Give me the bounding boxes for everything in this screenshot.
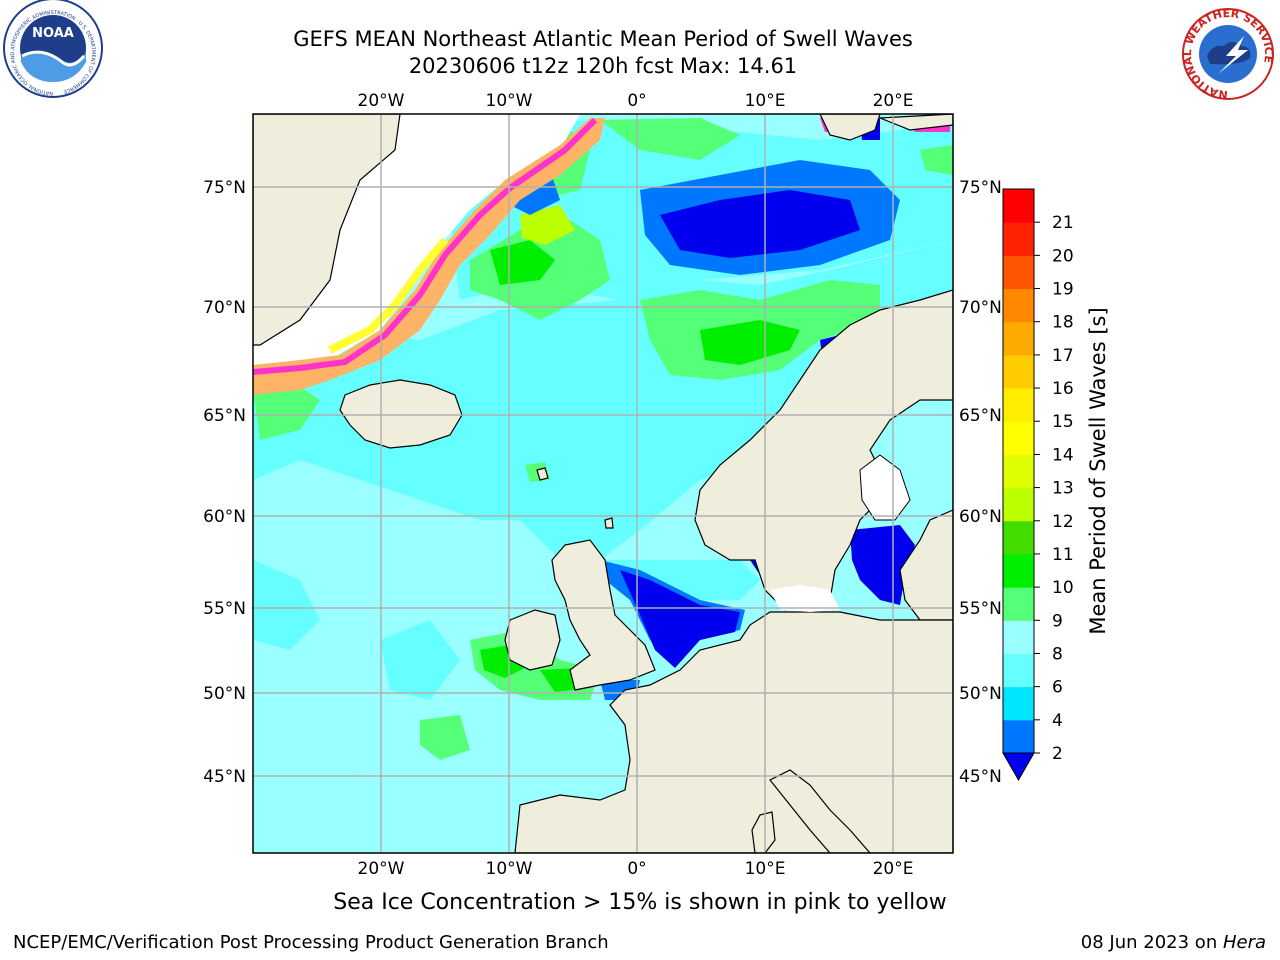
lat-label: 70°N bbox=[203, 298, 246, 318]
colorbar-segment bbox=[1003, 222, 1034, 256]
map-area bbox=[253, 114, 953, 853]
lat-label: 50°N bbox=[203, 684, 246, 704]
lat-label: 45°N bbox=[959, 767, 1002, 787]
colorbar-tick-label: 6 bbox=[1052, 678, 1063, 698]
map-frame bbox=[252, 113, 954, 854]
svalbard bbox=[819, 114, 881, 141]
colorbar-tick-label: 16 bbox=[1052, 379, 1074, 399]
lat-label: 75°N bbox=[959, 178, 1002, 198]
colorbar-segment bbox=[1003, 587, 1034, 621]
colorbar-segment bbox=[1003, 255, 1034, 290]
noaa-logo: NOAA NATIONAL OCEANIC AND ATMOSPHERIC AD… bbox=[3, 0, 103, 98]
lon-label-top: 0° bbox=[627, 91, 646, 111]
colorbar-segment bbox=[1003, 719, 1034, 754]
lat-label: 70°N bbox=[959, 298, 1002, 318]
colorbar-segment bbox=[1003, 354, 1034, 389]
nws-logo: NATIONAL WEATHER SERVICE bbox=[1181, 7, 1275, 101]
iceland bbox=[339, 379, 463, 449]
lat-label: 65°N bbox=[203, 406, 246, 426]
lat-label: 60°N bbox=[203, 507, 246, 527]
sea-ice-yellow bbox=[328, 237, 449, 354]
lat-label: 45°N bbox=[203, 767, 246, 787]
footer-credit: NCEP/EMC/Verification Post Processing Pr… bbox=[13, 932, 609, 953]
sea-ice-note: Sea Ice Concentration > 15% is shown in … bbox=[333, 890, 947, 915]
colorbar-tick-label: 11 bbox=[1052, 545, 1074, 565]
colorbar-tick-label: 20 bbox=[1052, 246, 1074, 266]
lat-label: 75°N bbox=[203, 178, 246, 198]
colorbar-tick-label: 13 bbox=[1052, 479, 1074, 499]
lat-label: 50°N bbox=[959, 684, 1002, 704]
colorbar-tick-label: 9 bbox=[1052, 611, 1063, 631]
colorbar-segment bbox=[1003, 620, 1034, 654]
colorbar-label: Mean Period of Swell Waves [s] bbox=[1086, 307, 1110, 634]
colorbar-tick-label: 21 bbox=[1052, 213, 1074, 233]
colorbar-tick-label: 14 bbox=[1052, 445, 1074, 465]
colorbar-tick-label: 2 bbox=[1052, 744, 1063, 764]
colorbar-segment bbox=[1003, 288, 1034, 323]
swell-8-9s-patches bbox=[253, 490, 530, 840]
colorbar-segment bbox=[1003, 321, 1034, 356]
lat-label: 60°N bbox=[959, 507, 1002, 527]
colorbar-tick-label: 4 bbox=[1052, 711, 1063, 731]
latitude-labels-right: 75°N 70°N 65°N 60°N 55°N 50°N 45°N bbox=[959, 178, 1002, 787]
sea-ice-pink bbox=[253, 117, 598, 375]
lat-label: 65°N bbox=[959, 406, 1002, 426]
colorbar-under-triangle bbox=[1002, 752, 1035, 782]
lon-label-top: 20°E bbox=[873, 91, 914, 111]
colorbar-tick-label: 17 bbox=[1052, 346, 1074, 366]
colorbar-segment bbox=[1003, 388, 1034, 422]
lon-label-top: 10°W bbox=[486, 91, 533, 111]
great-britain bbox=[551, 539, 656, 691]
colorbar-tick-label: 8 bbox=[1052, 644, 1063, 664]
colorbar-segment bbox=[1003, 686, 1034, 721]
colorbar-tick-label: 15 bbox=[1052, 412, 1074, 432]
colorbar: 2 4 6 8 9 10 11 12 13 14 15 16 17 18 19 20 21 bbox=[1002, 188, 1074, 782]
colorbar-segment bbox=[1003, 454, 1034, 489]
graticule bbox=[253, 114, 953, 853]
chart-title: GEFS MEAN Northeast Atlantic Mean Period… bbox=[293, 27, 913, 51]
footer-date: 08 Jun 2023 on Hera bbox=[1081, 932, 1266, 953]
lon-label-top: 20°W bbox=[358, 91, 405, 111]
colorbar-segment bbox=[1003, 421, 1034, 455]
lon-label-bottom: 10°E bbox=[745, 859, 786, 879]
lon-label-bottom: 20°E bbox=[873, 859, 914, 879]
lon-label-bottom: 10°W bbox=[486, 859, 533, 879]
lon-label-bottom: 0° bbox=[627, 859, 646, 879]
lon-label-bottom: 20°W bbox=[358, 859, 405, 879]
colorbar-segment bbox=[1003, 189, 1034, 223]
colorbar-segment bbox=[1003, 487, 1034, 522]
lat-label: 55°N bbox=[959, 599, 1002, 619]
footer-date-text: 08 Jun 2023 on bbox=[1080, 932, 1223, 953]
swell-12-13s-field bbox=[520, 205, 575, 245]
chart-subtitle: 20230606 t12z 120h fcst Max: 14.61 bbox=[408, 54, 798, 78]
lat-label: 55°N bbox=[203, 599, 246, 619]
longitude-labels: 20°W 10°W 0° 10°E 20°E 20°W 10°W 0° 10°E… bbox=[358, 91, 914, 879]
latitude-labels-left: 75°N 70°N 65°N 60°N 55°N 50°N 45°N bbox=[203, 178, 246, 787]
colorbar-tick-label: 10 bbox=[1052, 578, 1074, 598]
svg-text:NOAA: NOAA bbox=[32, 26, 74, 41]
colorbar-segment bbox=[1003, 653, 1034, 688]
landmass bbox=[253, 114, 953, 853]
colorbar-tick-label: 19 bbox=[1052, 280, 1074, 300]
footer-host: Hera bbox=[1222, 932, 1266, 953]
ireland bbox=[504, 609, 561, 671]
lon-label-top: 10°E bbox=[745, 91, 786, 111]
colorbar-segment bbox=[1003, 553, 1034, 588]
colorbar-segment bbox=[1003, 520, 1034, 555]
colorbar-tick-label: 12 bbox=[1052, 512, 1074, 532]
colorbar-frame bbox=[1002, 188, 1035, 754]
colorbar-tick-label: 18 bbox=[1052, 313, 1074, 333]
